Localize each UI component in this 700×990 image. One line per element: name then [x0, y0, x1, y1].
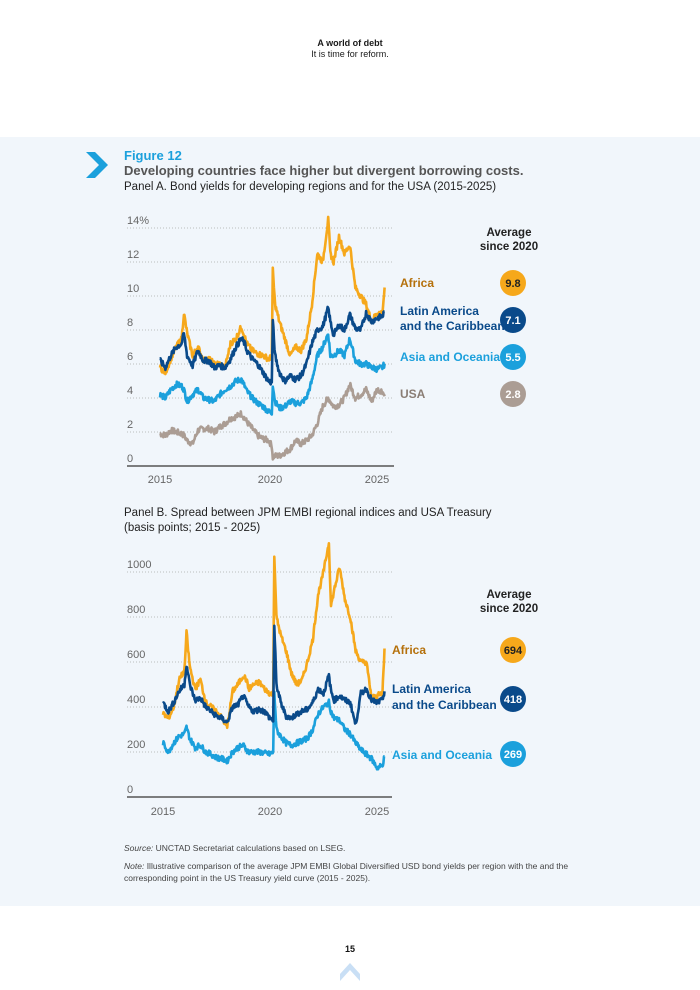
legend-latam-1: Latin America: [400, 304, 479, 318]
panel-b-title: Panel B. Spread between JPM EMBI regiona…: [124, 506, 492, 536]
panel-b-title-line2: (basis points; 2015 - 2025): [124, 522, 261, 534]
badge-usa: [500, 381, 526, 407]
y-tick-label: 0: [127, 784, 133, 796]
series-line-usa: [159, 381, 386, 461]
badge-latam: [500, 686, 526, 712]
legend-latam-2: and the Caribbean: [392, 698, 497, 712]
x-tick-2015: 2015: [151, 806, 175, 818]
source-note: Source: UNCTAD Secretariat calculations …: [124, 842, 584, 854]
legend-usa: USA: [400, 387, 426, 401]
figure-label: Figure 12: [124, 148, 182, 163]
legend-africa: Africa: [400, 276, 434, 290]
source-label: Source:: [124, 843, 154, 853]
badge-africa: [500, 637, 526, 663]
y-tick-label: 800: [127, 604, 145, 616]
y-tick-label: 6: [127, 351, 133, 363]
y-tick-label: 600: [127, 649, 145, 661]
panel-a-chart: 0 2 4 6 8 10 12 14% 2015 2020 2025 Average sinc…: [127, 215, 538, 486]
y-tick-label: 0: [127, 453, 133, 465]
panel-b-title-line1: Panel B. Spread between JPM EMBI regiona…: [124, 507, 492, 519]
series-line-latam: [159, 305, 386, 386]
running-header: A world of debt It is time for reform.: [0, 38, 700, 60]
x-tick-2020: 2020: [258, 474, 282, 486]
badge-asia-value: 269: [504, 749, 522, 761]
badge-usa-value: 2.8: [505, 389, 520, 401]
y-tick-label: 14%: [127, 215, 149, 227]
document-title: A world of debt: [317, 38, 383, 48]
x-tick-2025: 2025: [365, 806, 389, 818]
source-text: UNCTAD Secretariat calculations based on…: [153, 843, 346, 853]
y-tick-label: 10: [127, 283, 139, 295]
badge-asia-value: 5.5: [505, 352, 520, 364]
legend-asia: Asia and Oceania: [400, 350, 500, 364]
series-line-latam: [162, 624, 386, 725]
note-label: Note:: [124, 861, 145, 871]
y-tick-label: 2: [127, 419, 133, 431]
note-text: Illustrative comparison of the average J…: [124, 861, 569, 883]
badge-africa-value: 9.8: [505, 278, 520, 290]
page-number: 15: [344, 944, 355, 954]
panel-a-grid: 0 2 4 6 8 10 12 14%: [127, 215, 394, 465]
panel-a-average-header-2: since 2020: [480, 241, 538, 253]
badge-latam-value: 7.1: [505, 315, 520, 327]
legend-asia: Asia and Oceania: [392, 748, 492, 762]
x-tick-2025: 2025: [365, 474, 389, 486]
badge-latam-value: 418: [504, 694, 522, 706]
panel-b-chart: 0 200 400 600 800 1000 2015 2020 2025 Average…: [127, 542, 538, 818]
panel-a-average-header-1: Average: [487, 227, 532, 239]
badge-asia: [500, 741, 526, 767]
panel-b-series: [161, 542, 386, 771]
x-tick-2015: 2015: [148, 474, 172, 486]
back-to-top-icon[interactable]: [340, 963, 360, 981]
panel-b-average-header-2: since 2020: [480, 603, 538, 615]
y-tick-label: 4: [127, 385, 133, 397]
document-subtitle: It is time for reform.: [311, 49, 389, 59]
y-tick-label: 12: [127, 249, 139, 261]
figure-box: [0, 137, 700, 906]
badge-asia: [500, 344, 526, 370]
badge-africa-value: 694: [504, 645, 523, 657]
x-tick-2020: 2020: [258, 806, 282, 818]
badge-africa: [500, 270, 526, 296]
y-tick-label: 1000: [127, 559, 151, 571]
panel-a-series: [158, 215, 386, 461]
y-tick-label: 200: [127, 739, 145, 751]
explanatory-note: Note: Illustrative comparison of the ave…: [124, 860, 584, 884]
figure-title: Developing countries face higher but div…: [124, 163, 524, 178]
panel-b-average-header-1: Average: [487, 589, 532, 601]
y-tick-label: 8: [127, 317, 133, 329]
panel-b-grid: 0 200 400 600 800 1000: [127, 559, 392, 796]
legend-latam-2: and the Caribbean: [400, 319, 505, 333]
chevron-right-icon: [86, 152, 108, 178]
series-line-asia: [158, 333, 386, 416]
y-tick-label: 400: [127, 694, 145, 706]
badge-latam: [500, 307, 526, 333]
legend-africa: Africa: [392, 643, 426, 657]
panel-a-title: Panel A. Bond yields for developing regi…: [124, 181, 497, 193]
legend-latam-1: Latin America: [392, 682, 471, 696]
